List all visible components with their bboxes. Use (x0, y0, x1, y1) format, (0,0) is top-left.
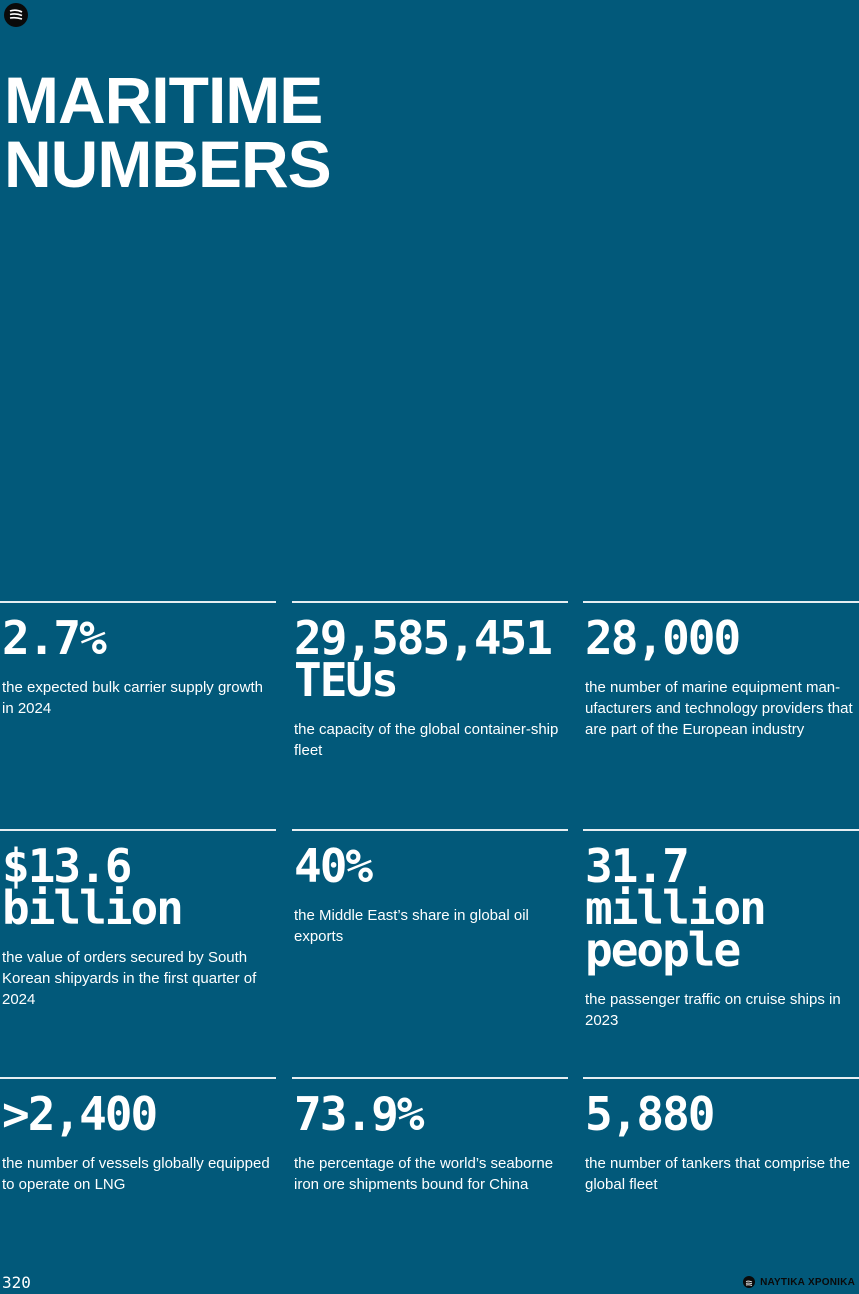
stat-block: 29,585,451 TEUs the capacity of the glob… (292, 601, 568, 761)
divider (583, 601, 859, 603)
stat-block: 73.9% the percentage of the world’s seab… (292, 1077, 568, 1195)
divider (583, 829, 859, 831)
divider (0, 829, 276, 831)
brand-name: ΝΑΥΤΙΚΑ ΧΡΟΝΙΚΑ (760, 1276, 855, 1288)
divider (0, 1077, 276, 1079)
stat-value: >2,400 (2, 1087, 158, 1141)
brand-icon (743, 1276, 756, 1288)
stat-block: 40% the Middle East’s share in global oi… (292, 829, 568, 947)
divider (292, 1077, 568, 1079)
stat-block: $13.6 billion the value of orders secure… (0, 829, 276, 1010)
stat-description: the expected bulk carrier supply growth … (2, 679, 263, 717)
stat-description: the passenger traffic on cruise ships in… (585, 991, 841, 1029)
page-title: MARITIME NUMBERS (4, 63, 332, 201)
stat-description: the value of orders secured by South Kor… (2, 949, 257, 1008)
divider (583, 1077, 859, 1079)
stat-block: 2.7% the expected bulk carrier supply gr… (0, 601, 276, 719)
divider (0, 601, 276, 603)
stat-description: the percentage of the world’s seaborne i… (294, 1155, 554, 1193)
divider (292, 829, 568, 831)
brand-logo: ΝΑΥΤΙΚΑ ΧΡΟΝΙΚΑ (743, 1276, 855, 1288)
stat-value: 5,880 (585, 1087, 715, 1141)
page-number: 320 (2, 1273, 31, 1292)
stat-value: 31.7 million people (585, 839, 767, 977)
stat-value: $13.6 billion (2, 839, 184, 935)
page-title-line-1: MARITIME (4, 63, 323, 137)
stat-description: the Middle East’s share in global oil ex… (294, 907, 529, 945)
divider (292, 601, 568, 603)
stat-value: 40% (294, 839, 373, 893)
page-title-line-2: NUMBERS (4, 127, 332, 201)
logo-icon (4, 3, 28, 27)
stat-block: 31.7 million people the passenger traffi… (583, 829, 859, 1031)
stat-description: the number of vessels globally equipped … (2, 1155, 270, 1193)
stat-value: 73.9% (294, 1087, 424, 1141)
stat-description: the capacity of the global container-shi… (294, 721, 559, 759)
stat-description: the number of marine equipment man-ufact… (585, 679, 853, 738)
stat-description: the number of tankers that comprise the … (585, 1155, 851, 1193)
stat-block: 28,000 the number of marine equipment ma… (583, 601, 859, 740)
stat-block: >2,400 the number of vessels globally eq… (0, 1077, 276, 1195)
stat-value: 29,585,451 TEUs (294, 611, 553, 707)
stat-value: 28,000 (585, 611, 741, 665)
stat-value: 2.7% (2, 611, 107, 665)
stat-block: 5,880 the number of tankers that compris… (583, 1077, 859, 1195)
